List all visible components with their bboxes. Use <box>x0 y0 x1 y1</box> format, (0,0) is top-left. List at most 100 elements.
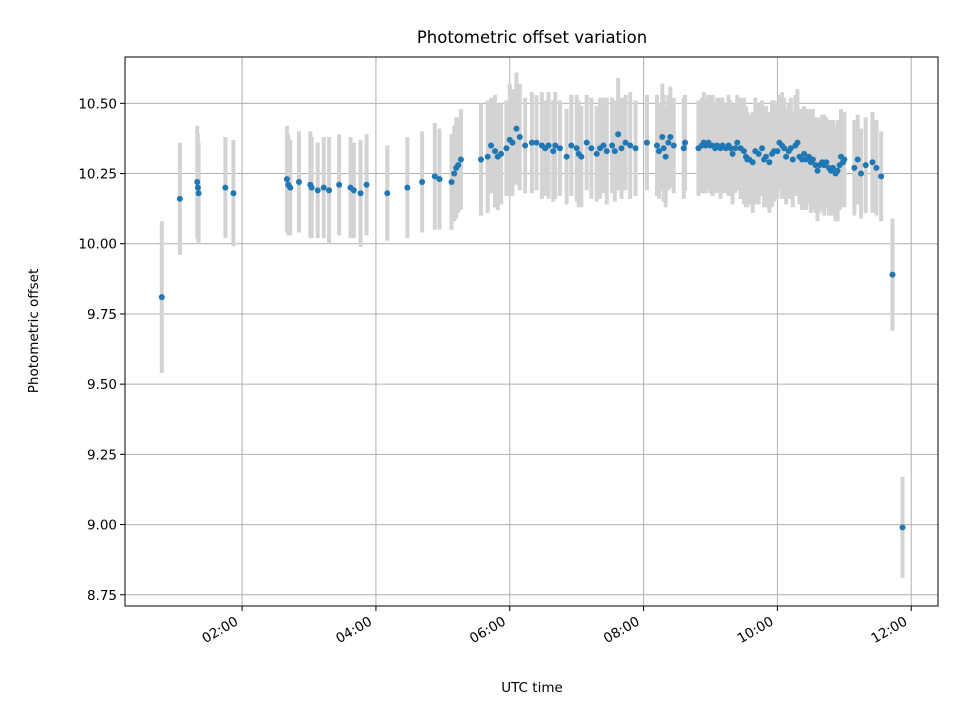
data-point <box>563 153 570 160</box>
data-point <box>336 181 343 188</box>
data-point <box>789 156 796 163</box>
data-point <box>509 139 516 146</box>
y-tick-label: 8.75 <box>87 588 117 604</box>
plot-area-frame <box>124 56 939 607</box>
data-point <box>660 145 667 152</box>
data-markers <box>158 125 906 531</box>
data-point <box>889 271 896 278</box>
y-tick-label: 10.25 <box>78 167 117 183</box>
data-point <box>766 159 773 166</box>
data-point <box>457 156 464 163</box>
data-point <box>609 142 616 149</box>
data-point <box>653 142 660 149</box>
data-point <box>194 178 201 185</box>
y-axis-ticks: 8.75 9.00 9.25 9.50 9.75 10.00 10.25 10.50 <box>78 96 125 604</box>
data-point <box>552 142 559 149</box>
data-point <box>573 145 580 152</box>
data-point <box>222 184 229 191</box>
data-point <box>841 156 848 163</box>
data-point <box>600 142 607 149</box>
data-point <box>484 153 491 160</box>
data-point <box>878 173 885 180</box>
data-point <box>451 170 458 177</box>
data-point <box>448 178 455 185</box>
data-point <box>823 159 830 166</box>
data-point <box>759 145 766 152</box>
data-point <box>287 184 294 191</box>
data-point <box>727 145 734 152</box>
data-point <box>522 142 529 149</box>
y-tick-label: 9.75 <box>87 307 117 323</box>
data-point <box>858 170 865 177</box>
data-point <box>662 153 669 160</box>
data-point <box>326 187 333 194</box>
data-point <box>320 184 327 191</box>
data-point <box>528 139 535 146</box>
data-point <box>809 156 816 163</box>
y-tick-label: 10.50 <box>78 96 117 112</box>
data-point <box>680 145 687 152</box>
data-point <box>774 148 781 155</box>
y-tick-label: 9.50 <box>87 377 117 393</box>
data-point <box>899 524 906 531</box>
data-point <box>734 139 741 146</box>
data-point <box>436 176 443 183</box>
data-point <box>667 134 674 141</box>
data-point <box>568 142 575 149</box>
data-point <box>588 145 595 152</box>
data-point <box>834 167 841 174</box>
data-point <box>787 145 794 152</box>
data-point <box>603 148 610 155</box>
data-point <box>781 145 788 152</box>
data-point <box>350 187 357 194</box>
y-tick-label: 9.25 <box>87 447 117 463</box>
data-point <box>431 173 438 180</box>
data-point <box>308 184 315 191</box>
chart-title: Photometric offset variation <box>417 28 647 47</box>
y-axis-label: Photometric offset <box>26 269 42 393</box>
data-point <box>477 156 484 163</box>
data-point <box>545 142 552 149</box>
y-tick-label: 9.00 <box>87 518 117 534</box>
data-point <box>851 164 858 171</box>
data-point <box>622 139 629 146</box>
data-point <box>593 150 600 157</box>
data-point <box>732 145 739 152</box>
data-point <box>854 156 861 163</box>
data-point <box>783 153 790 160</box>
data-point <box>627 142 634 149</box>
data-point <box>659 134 666 141</box>
data-point <box>794 139 801 146</box>
data-point <box>749 159 756 166</box>
data-point <box>729 150 736 157</box>
data-point <box>516 134 523 141</box>
data-point <box>829 164 836 171</box>
data-point <box>498 150 505 157</box>
data-point <box>556 145 563 152</box>
data-point <box>357 190 364 197</box>
data-point <box>618 145 625 152</box>
data-point <box>363 181 370 188</box>
data-point <box>176 195 183 202</box>
data-point <box>283 176 290 183</box>
data-point <box>869 159 876 166</box>
y-tick-label: 10.00 <box>78 237 117 253</box>
data-point <box>740 148 747 155</box>
data-point <box>755 150 762 157</box>
data-point <box>670 142 677 149</box>
data-point <box>314 187 321 194</box>
data-point <box>583 139 590 146</box>
data-point <box>615 131 622 138</box>
data-point <box>158 294 165 301</box>
data-point <box>419 178 426 185</box>
data-point <box>578 153 585 160</box>
data-point <box>194 184 201 191</box>
data-point <box>384 190 391 197</box>
data-point <box>230 190 237 197</box>
data-point <box>682 139 689 146</box>
x-axis-label: UTC time <box>501 680 563 696</box>
data-point <box>513 125 520 132</box>
data-point <box>295 178 302 185</box>
data-point <box>488 142 495 149</box>
